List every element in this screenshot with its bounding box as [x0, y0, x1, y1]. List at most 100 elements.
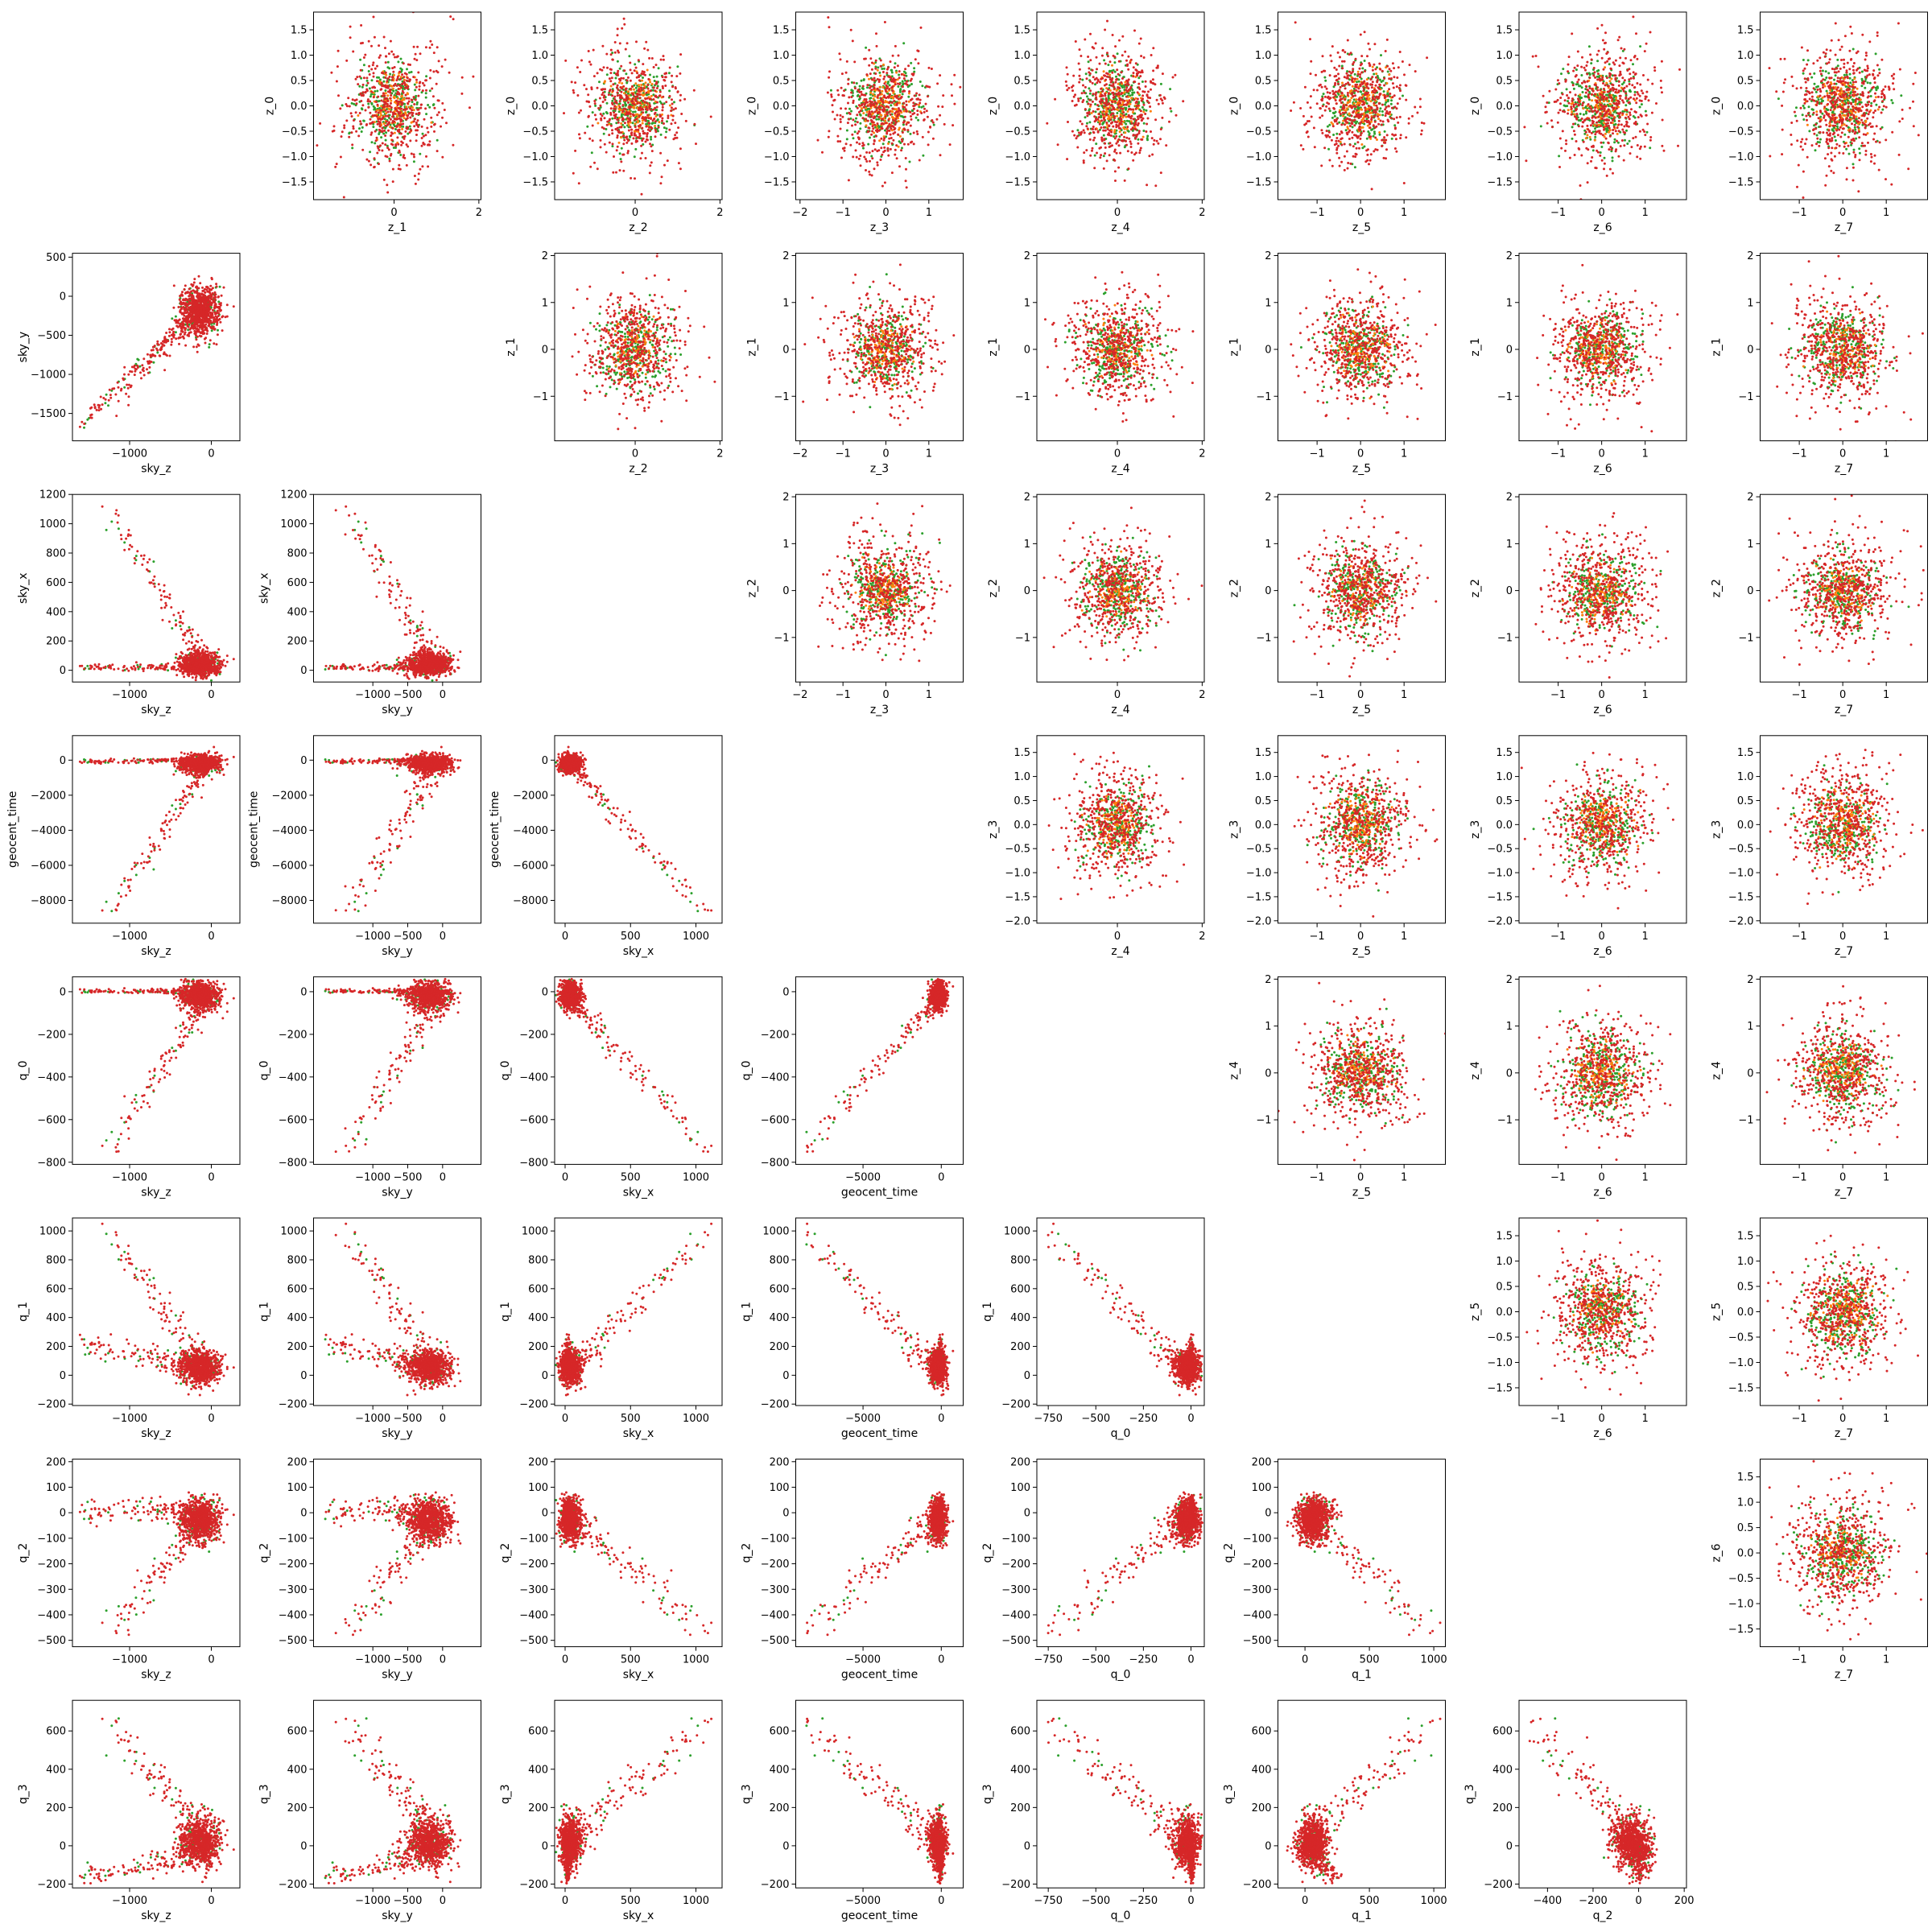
scatter-point — [837, 93, 840, 97]
scatter-point — [369, 133, 373, 136]
scatter-point — [675, 75, 679, 78]
scatter-point — [644, 119, 647, 122]
scatter-point — [828, 26, 831, 29]
scatter-point — [646, 138, 648, 141]
scatter-point — [667, 117, 670, 119]
scatter-point — [1108, 154, 1111, 157]
scatter-point — [1624, 104, 1628, 107]
scatter-point — [1107, 64, 1110, 67]
scatter-point — [1591, 99, 1594, 102]
scatter-point — [868, 151, 871, 155]
scatter-point — [422, 134, 425, 138]
scatter-point — [468, 106, 471, 109]
scatter-point — [900, 72, 903, 76]
scatter-point — [372, 75, 375, 78]
scatter-point — [1124, 83, 1127, 86]
scatter-point — [929, 126, 932, 129]
scatter-point — [386, 66, 390, 69]
scatter-point — [1093, 78, 1096, 81]
scatter-point — [634, 122, 637, 126]
scatter-point — [913, 70, 916, 73]
scatter-point — [622, 17, 625, 20]
scatter-point — [1341, 81, 1344, 85]
scatter-point — [1383, 138, 1386, 142]
scatter-point — [361, 148, 365, 151]
scatter-point — [1373, 150, 1376, 153]
scatter-point — [855, 82, 858, 85]
scatter-point — [331, 130, 334, 133]
scatter-point — [1346, 70, 1349, 73]
scatter-point — [1122, 103, 1125, 106]
scatter-point — [1344, 123, 1346, 126]
scatter-point — [1371, 68, 1374, 72]
scatter-point — [1366, 153, 1369, 156]
scatter-point — [894, 83, 897, 86]
scatter-point — [1348, 113, 1351, 116]
scatter-point — [874, 105, 877, 109]
scatter-point — [1097, 116, 1100, 119]
scatter-point — [407, 97, 411, 100]
scatter-point — [367, 39, 370, 43]
scatter-point — [873, 148, 877, 151]
scatter-point — [1342, 114, 1345, 118]
scatter-point — [395, 126, 398, 128]
scatter-point — [641, 139, 644, 142]
scatter-point — [1407, 122, 1410, 125]
scatter-points — [816, 16, 962, 189]
scatter-point — [1108, 73, 1112, 76]
scatter-point — [890, 115, 894, 118]
scatter-point — [650, 122, 654, 125]
scatter-point — [424, 79, 427, 82]
scatter-point — [1071, 130, 1074, 133]
scatter-point — [862, 112, 865, 115]
scatter-point — [635, 76, 638, 79]
scatter-point — [403, 84, 407, 87]
scatter-point — [910, 141, 912, 144]
scatter-point — [890, 75, 894, 78]
scatter-point — [1364, 109, 1367, 112]
scatter-point — [1381, 114, 1385, 117]
scatter-point — [830, 95, 833, 98]
scatter-point — [1086, 114, 1089, 118]
scatter-point — [399, 77, 402, 80]
scatter-point — [892, 118, 894, 122]
scatter-point — [423, 84, 426, 87]
scatter-point — [351, 147, 354, 150]
scatter-point — [1586, 134, 1589, 137]
scatter-point — [1346, 101, 1349, 104]
scatter-point — [1348, 99, 1352, 101]
scatter-point — [633, 106, 636, 109]
scatter-point — [904, 108, 907, 111]
scatter-point — [650, 145, 653, 148]
scatter-point — [402, 91, 405, 94]
scatter-point — [370, 141, 374, 144]
scatter-point — [1615, 97, 1618, 99]
scatter-point — [1334, 81, 1337, 85]
scatter-point — [650, 138, 653, 141]
scatter-point — [1080, 122, 1084, 126]
scatter-point — [420, 91, 423, 94]
scatter-point — [625, 81, 629, 85]
scatter-point — [1120, 71, 1123, 74]
scatter-point — [1104, 93, 1107, 96]
scatter-point — [389, 126, 392, 129]
scatter-point — [393, 66, 396, 68]
scatter-point — [613, 155, 615, 158]
scatter-point — [627, 101, 630, 104]
scatter-point — [859, 109, 862, 113]
scatter-point — [613, 105, 617, 108]
scatter-point — [1131, 111, 1134, 114]
scatter-point — [894, 104, 897, 106]
scatter-point — [1127, 167, 1130, 171]
scatter-point — [1397, 86, 1401, 89]
scatter-point — [1370, 86, 1373, 89]
scatter-point — [1357, 80, 1360, 83]
scatter-point — [1378, 83, 1381, 86]
scatter-point — [1360, 131, 1363, 134]
scatter-point — [1368, 93, 1371, 97]
scatter-point — [852, 81, 856, 85]
scatter-point — [1370, 128, 1373, 131]
scatter-point — [873, 76, 876, 80]
scatter-point — [659, 133, 663, 136]
scatter-point — [1321, 55, 1324, 58]
